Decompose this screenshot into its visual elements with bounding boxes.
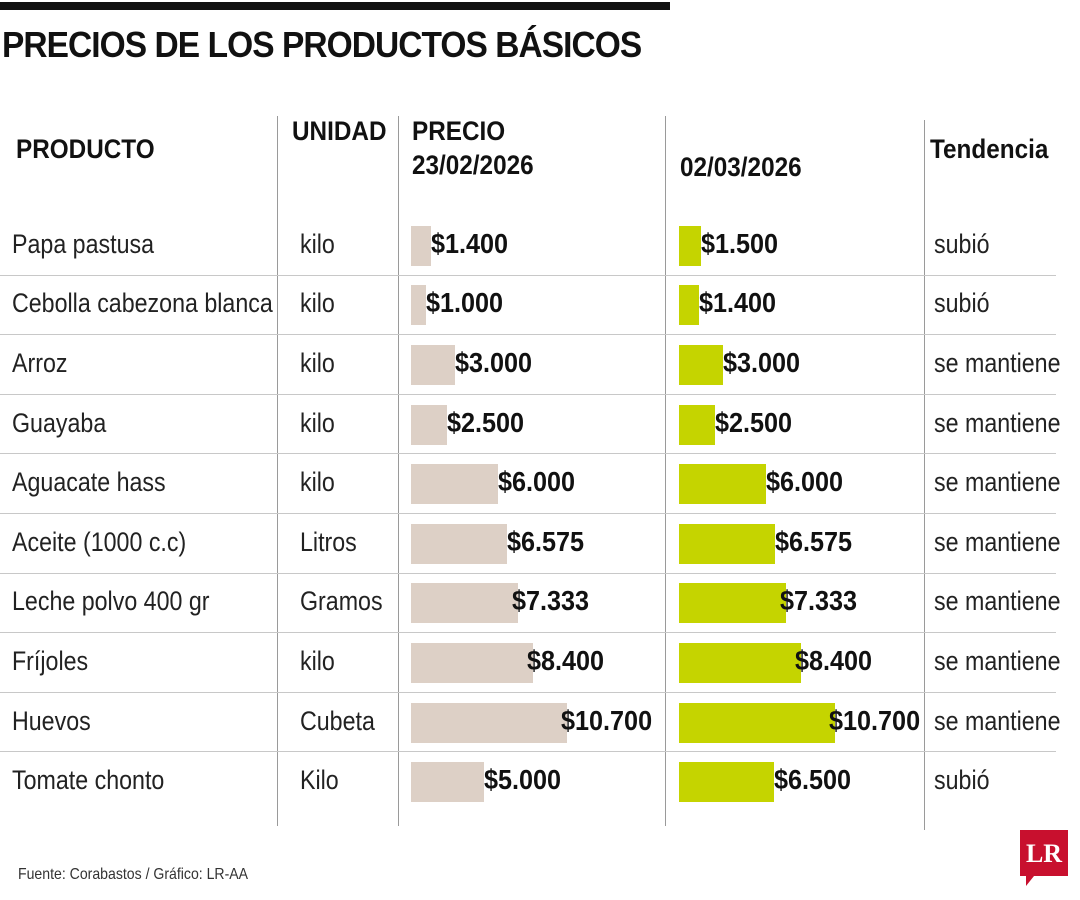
unit-label: kilo (300, 467, 335, 498)
product-name: Aguacate hass (12, 467, 166, 498)
unit-label: kilo (300, 228, 335, 259)
value-old-price: $6.575 (506, 525, 584, 557)
product-name: Guayaba (12, 407, 107, 438)
value-old-price: $7.333 (511, 585, 589, 617)
value-new-price: $7.333 (779, 585, 857, 617)
unit-label: kilo (300, 407, 335, 438)
bar-new-price (679, 583, 786, 624)
header-date1: 23/02/2026 (412, 150, 534, 180)
product-name: Arroz (12, 348, 68, 378)
value-new-price: $3.000 (722, 347, 800, 378)
row-separator (0, 691, 1056, 693)
header-precio: PRECIO (412, 116, 506, 146)
trend-label: se mantiene (934, 407, 1061, 438)
bar-old-price (411, 345, 455, 385)
bar-new-price (679, 404, 716, 445)
value-old-price: $6.000 (498, 466, 576, 498)
source-note: Fuente: Corabastos / Gráfico: LR-AA (18, 866, 249, 883)
bar-old-price (411, 643, 534, 683)
product-name: Papa pastusa (12, 228, 155, 259)
row-separator (0, 334, 1056, 336)
value-new-price: $6.500 (773, 764, 851, 796)
unit-label: Litros (300, 526, 357, 557)
row-separator (0, 513, 1056, 514)
value-old-price: $1.000 (425, 287, 503, 319)
header-producto: PRODUCTO (16, 134, 155, 164)
value-old-price: $8.400 (527, 645, 605, 676)
row-separator (0, 751, 1056, 753)
row-separator (0, 632, 1056, 634)
trend-label: se mantiene (934, 526, 1061, 557)
column-divider-4 (924, 120, 925, 830)
bar-old-price (411, 464, 499, 505)
value-new-price: $6.000 (766, 466, 844, 498)
product-name: Fríjoles (12, 646, 89, 676)
trend-label: subió (934, 765, 990, 796)
bar-new-price (679, 643, 802, 683)
column-divider-3 (665, 116, 666, 826)
unit-label: kilo (300, 288, 335, 319)
value-new-price: $6.575 (774, 525, 852, 557)
product-name: Leche polvo 400 gr (12, 586, 210, 617)
bar-old-price (411, 702, 567, 743)
value-new-price: $8.400 (795, 645, 873, 676)
header-tendencia: Tendencia (930, 134, 1049, 164)
unit-label: kilo (300, 646, 335, 676)
row-separator (0, 572, 1056, 574)
bar-new-price (679, 523, 775, 564)
header-date2: 02/03/2026 (680, 152, 802, 182)
value-old-price: $5.000 (483, 764, 561, 796)
value-old-price: $3.000 (454, 347, 532, 378)
trend-label: subió (934, 288, 990, 319)
value-new-price: $10.700 (829, 704, 921, 736)
unit-label: Cubeta (300, 705, 375, 736)
unit-label: Gramos (300, 586, 383, 617)
unit-label: Kilo (300, 765, 339, 796)
bar-new-price (679, 762, 774, 803)
logo-text: LR (1026, 839, 1062, 868)
value-old-price: $10.700 (561, 704, 653, 736)
bar-new-price (679, 225, 701, 266)
row-separator (0, 453, 1056, 455)
trend-label: se mantiene (934, 348, 1061, 378)
value-old-price: $2.500 (447, 406, 525, 438)
value-new-price: $1.400 (699, 287, 777, 319)
product-name: Aceite (1000 c.c) (12, 526, 187, 557)
row-separator (0, 274, 1056, 276)
row-separator (0, 393, 1056, 395)
lr-logo: LR (1020, 830, 1068, 886)
product-name: Cebolla cabezona blanca (12, 288, 273, 319)
trend-label: se mantiene (934, 646, 1061, 676)
column-divider-2 (398, 116, 399, 826)
logo-badge (1020, 830, 1068, 886)
value-old-price: $1.400 (431, 227, 509, 259)
trend-label: subió (934, 228, 990, 259)
bar-new-price (679, 702, 835, 743)
bar-old-price (411, 583, 518, 624)
bar-old-price (411, 762, 484, 803)
product-name: Tomate chonto (12, 765, 165, 796)
unit-label: kilo (300, 348, 335, 378)
column-divider-1 (277, 116, 278, 826)
value-new-price: $1.500 (700, 227, 778, 259)
trend-label: se mantiene (934, 705, 1061, 736)
value-new-price: $2.500 (715, 406, 793, 438)
bar-new-price (679, 464, 767, 505)
bar-old-price (411, 225, 432, 266)
trend-label: se mantiene (934, 467, 1061, 498)
top-rule (0, 2, 670, 10)
bar-old-price (411, 523, 507, 564)
header-unidad: UNIDAD (292, 116, 387, 146)
bar-new-price (679, 345, 723, 385)
trend-label: se mantiene (934, 586, 1061, 617)
product-name: Huevos (12, 705, 91, 736)
page-title: PRECIOS DE LOS PRODUCTOS BÁSICOS (2, 24, 642, 65)
bar-old-price (411, 404, 448, 445)
bar-old-price (411, 285, 426, 326)
bar-new-price (679, 285, 700, 326)
